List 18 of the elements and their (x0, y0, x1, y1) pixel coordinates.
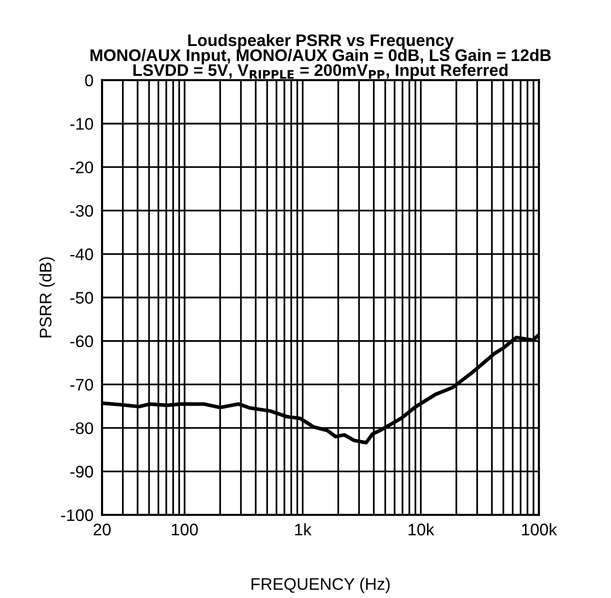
y-tick-label: -60 (70, 335, 94, 348)
y-axis-title: PSRR (dB) (39, 257, 55, 338)
y-tick-label: 0 (85, 74, 94, 86)
x-tick-label: 10k (408, 523, 434, 536)
y-tick-label: -10 (70, 118, 94, 130)
x-tick-label: 100 (172, 524, 198, 536)
y-tick-label: -90 (70, 466, 94, 478)
y-tick-label: -70 (70, 378, 94, 391)
x-axis-title: FREQUENCY (Hz) (252, 578, 390, 594)
y-tick-label: -100 (61, 509, 94, 522)
x-tick-label: 20 (94, 524, 111, 536)
x-tick-label: 1k (295, 523, 312, 536)
y-tick-label: -20 (70, 161, 94, 174)
y-tick-label: -40 (70, 248, 94, 260)
x-tick-label: 100k (522, 523, 557, 536)
y-tick-label: -50 (70, 292, 94, 304)
y-tick-label: -30 (70, 204, 94, 217)
y-tick-label: -80 (70, 422, 94, 434)
